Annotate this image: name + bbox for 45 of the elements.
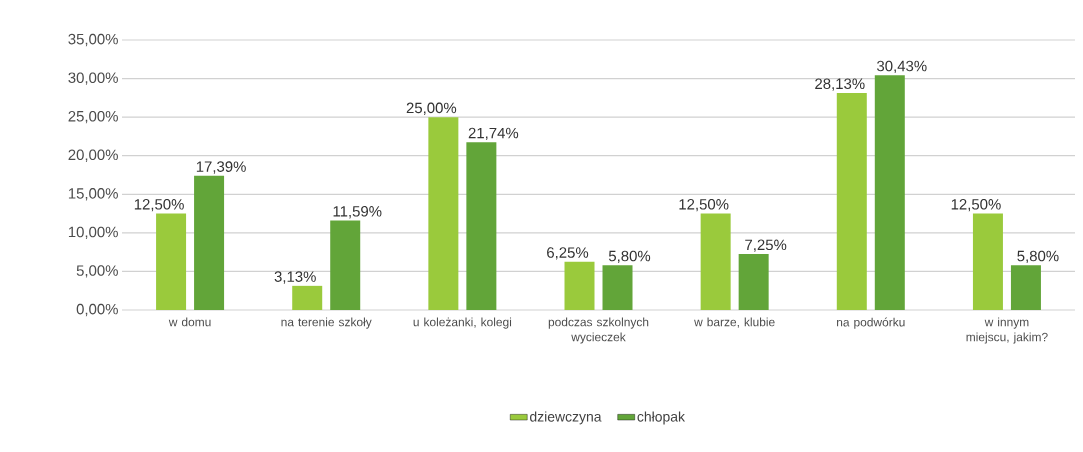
y-tick-label: 5,00%: [76, 265, 118, 278]
bar: [1010, 265, 1041, 310]
data-label: 11,59%: [333, 206, 382, 219]
bar: [466, 142, 497, 310]
bar: [972, 213, 1003, 310]
bar: [700, 213, 731, 310]
bar: [330, 220, 361, 310]
bar: [738, 254, 769, 310]
y-tick-label: 15,00%: [68, 188, 118, 201]
bar: [602, 265, 633, 310]
x-tick-label: w barze, klubie: [694, 317, 775, 328]
data-label: 17,39%: [196, 161, 246, 174]
x-tick-label: na terenie szkoły: [281, 317, 372, 329]
data-label: 21,74%: [468, 127, 519, 141]
y-tick-label: 10,00%: [68, 226, 118, 240]
y-tick-label: 30,00%: [68, 72, 118, 85]
x-tick-label: w innym miejscu, jakim?: [966, 317, 1048, 344]
data-label: 3,13%: [274, 271, 316, 284]
x-tick-label: podczas szkolnych wycieczek: [548, 317, 649, 344]
data-label: 28,13%: [815, 78, 865, 91]
bar: [428, 117, 459, 310]
legend-label: dziewczyna: [530, 411, 602, 425]
data-label: 30,43%: [877, 60, 927, 74]
y-tick-label: 0,00%: [76, 303, 118, 317]
legend-label: chłopak: [637, 411, 685, 425]
data-label: 5,80%: [1017, 250, 1059, 264]
data-label: 12,50%: [951, 199, 1001, 212]
data-label: 5,80%: [608, 250, 651, 264]
data-label: 7,25%: [745, 239, 787, 252]
bar: [874, 75, 905, 310]
y-tick-label: 25,00%: [68, 110, 118, 124]
bar: [292, 285, 323, 310]
data-label: 12,50%: [134, 199, 184, 212]
data-label: 6,25%: [547, 247, 589, 260]
x-tick-label: na podwórku: [837, 317, 905, 329]
bar: [194, 175, 225, 310]
bar: [564, 261, 595, 310]
data-label: 25,00%: [406, 102, 457, 115]
x-tick-label: u koleżanki, kolegi: [413, 317, 512, 329]
data-label: 12,50%: [679, 199, 729, 212]
y-tick-label: 35,00%: [68, 33, 118, 47]
bar: [156, 213, 187, 310]
y-tick-label: 20,00%: [68, 149, 118, 162]
x-tick-label: w domu: [168, 317, 211, 327]
bar: [836, 93, 867, 310]
